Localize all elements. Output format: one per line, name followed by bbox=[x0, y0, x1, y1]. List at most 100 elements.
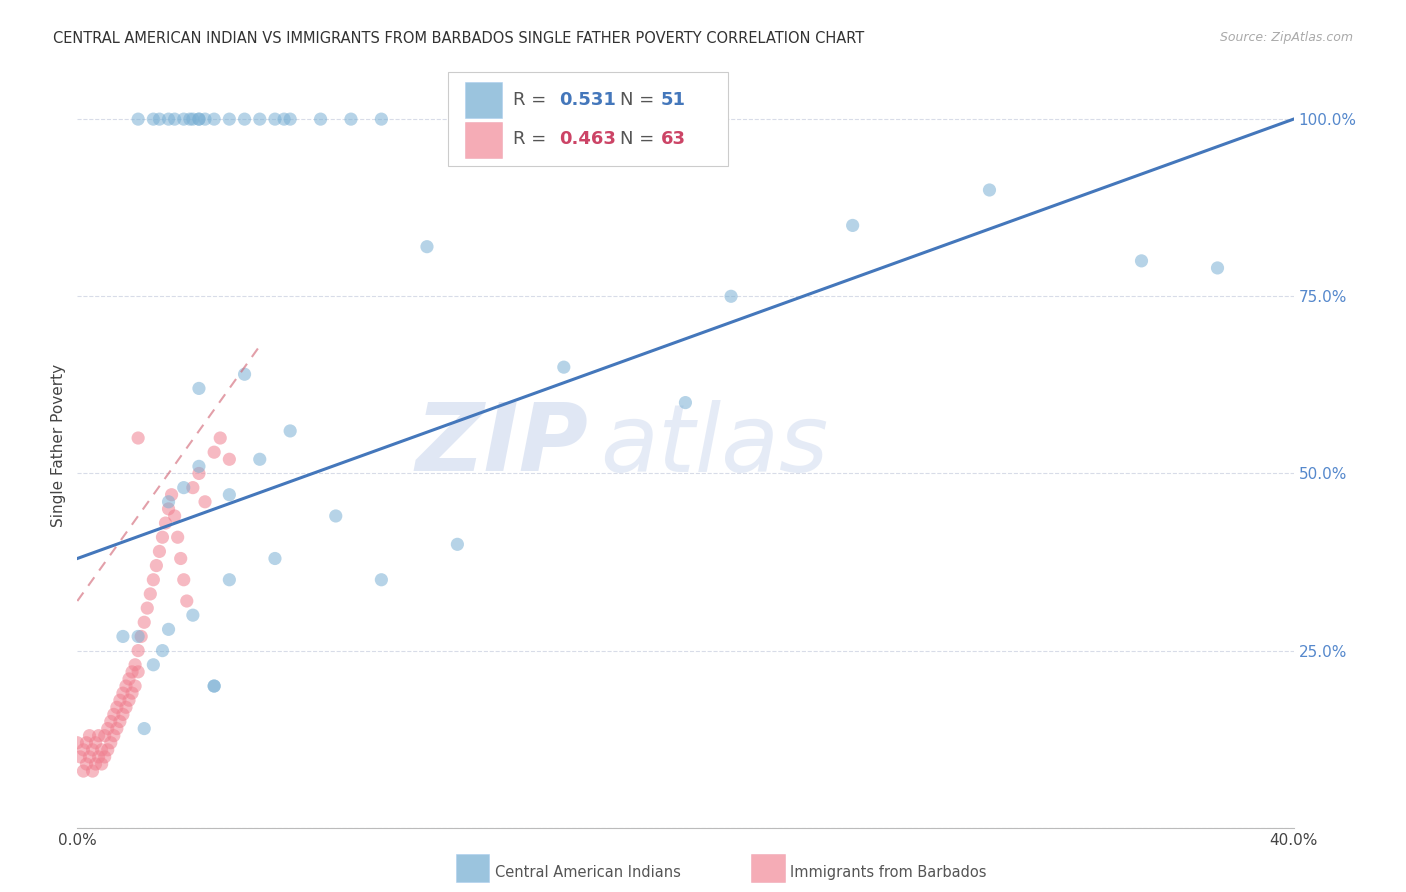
Point bbox=[82, 764, 104, 778]
Point bbox=[69, 750, 91, 764]
Point bbox=[218, 452, 240, 467]
Point bbox=[340, 112, 363, 127]
Text: R =: R = bbox=[513, 130, 551, 148]
Point bbox=[181, 112, 204, 127]
Point bbox=[194, 112, 217, 127]
Point bbox=[127, 112, 149, 127]
Point bbox=[553, 360, 575, 375]
Point bbox=[79, 750, 101, 764]
Point bbox=[115, 700, 138, 714]
Point bbox=[142, 112, 165, 127]
Point bbox=[103, 729, 125, 743]
Text: ZIP: ZIP bbox=[415, 399, 588, 491]
Y-axis label: Single Father Poverty: Single Father Poverty bbox=[51, 364, 66, 526]
Point bbox=[100, 736, 122, 750]
Point bbox=[264, 551, 287, 566]
Point bbox=[194, 495, 217, 509]
Text: R =: R = bbox=[513, 91, 551, 109]
Point bbox=[93, 750, 115, 764]
Point bbox=[148, 544, 170, 558]
Point bbox=[75, 756, 97, 771]
Point bbox=[127, 643, 149, 657]
Point bbox=[675, 395, 697, 409]
Point bbox=[82, 743, 104, 757]
Point bbox=[720, 289, 742, 303]
Point bbox=[118, 693, 141, 707]
Point bbox=[209, 431, 232, 445]
Point bbox=[105, 722, 128, 736]
Point bbox=[233, 112, 256, 127]
Point bbox=[100, 714, 122, 729]
Point bbox=[188, 112, 211, 127]
Text: CENTRAL AMERICAN INDIAN VS IMMIGRANTS FROM BARBADOS SINGLE FATHER POVERTY CORREL: CENTRAL AMERICAN INDIAN VS IMMIGRANTS FR… bbox=[53, 31, 865, 46]
Point bbox=[115, 679, 138, 693]
Point bbox=[121, 665, 143, 679]
Point bbox=[111, 707, 134, 722]
FancyBboxPatch shape bbox=[465, 82, 502, 118]
Text: atlas: atlas bbox=[600, 400, 828, 491]
Point bbox=[249, 112, 271, 127]
Point bbox=[97, 743, 120, 757]
Point bbox=[181, 481, 204, 495]
Point bbox=[157, 623, 180, 637]
Point bbox=[145, 558, 167, 573]
Text: Immigrants from Barbados: Immigrants from Barbados bbox=[790, 865, 987, 880]
Point bbox=[188, 381, 211, 395]
Text: Central American Indians: Central American Indians bbox=[495, 865, 681, 880]
Point bbox=[202, 679, 225, 693]
Point bbox=[111, 630, 134, 644]
Point bbox=[152, 530, 174, 544]
Point bbox=[87, 750, 110, 764]
Point bbox=[160, 488, 183, 502]
Point bbox=[188, 112, 211, 127]
Point bbox=[278, 424, 301, 438]
Text: N =: N = bbox=[620, 91, 659, 109]
Point bbox=[249, 452, 271, 467]
Point bbox=[152, 643, 174, 657]
Point bbox=[1206, 260, 1229, 275]
Point bbox=[218, 488, 240, 502]
Point bbox=[979, 183, 1001, 197]
Point bbox=[84, 756, 107, 771]
Point bbox=[181, 608, 204, 623]
Point bbox=[163, 508, 186, 523]
Point bbox=[134, 722, 156, 736]
Point bbox=[90, 756, 112, 771]
Point bbox=[273, 112, 295, 127]
Point bbox=[134, 615, 156, 630]
Point bbox=[202, 112, 225, 127]
Point bbox=[188, 467, 211, 481]
Point bbox=[79, 729, 101, 743]
Point bbox=[176, 594, 198, 608]
Point bbox=[121, 686, 143, 700]
Point bbox=[84, 736, 107, 750]
Point bbox=[325, 508, 347, 523]
Point bbox=[136, 601, 159, 615]
Point bbox=[202, 445, 225, 459]
Point bbox=[157, 495, 180, 509]
Text: 0.531: 0.531 bbox=[560, 91, 616, 109]
Point bbox=[188, 459, 211, 474]
FancyBboxPatch shape bbox=[449, 72, 728, 166]
Point bbox=[163, 112, 186, 127]
Point bbox=[129, 630, 152, 644]
Point bbox=[72, 743, 94, 757]
Point bbox=[139, 587, 162, 601]
Point bbox=[370, 573, 392, 587]
Point bbox=[93, 729, 115, 743]
Text: 63: 63 bbox=[661, 130, 686, 148]
Point bbox=[370, 112, 392, 127]
FancyBboxPatch shape bbox=[465, 121, 502, 158]
Point bbox=[90, 743, 112, 757]
Point bbox=[179, 112, 201, 127]
Point bbox=[118, 672, 141, 686]
Text: N =: N = bbox=[620, 130, 659, 148]
Point bbox=[218, 112, 240, 127]
Point bbox=[124, 679, 146, 693]
Text: Source: ZipAtlas.com: Source: ZipAtlas.com bbox=[1219, 31, 1353, 45]
Point bbox=[264, 112, 287, 127]
Point bbox=[127, 665, 149, 679]
Point bbox=[218, 573, 240, 587]
Point bbox=[173, 573, 195, 587]
Point bbox=[446, 537, 468, 551]
